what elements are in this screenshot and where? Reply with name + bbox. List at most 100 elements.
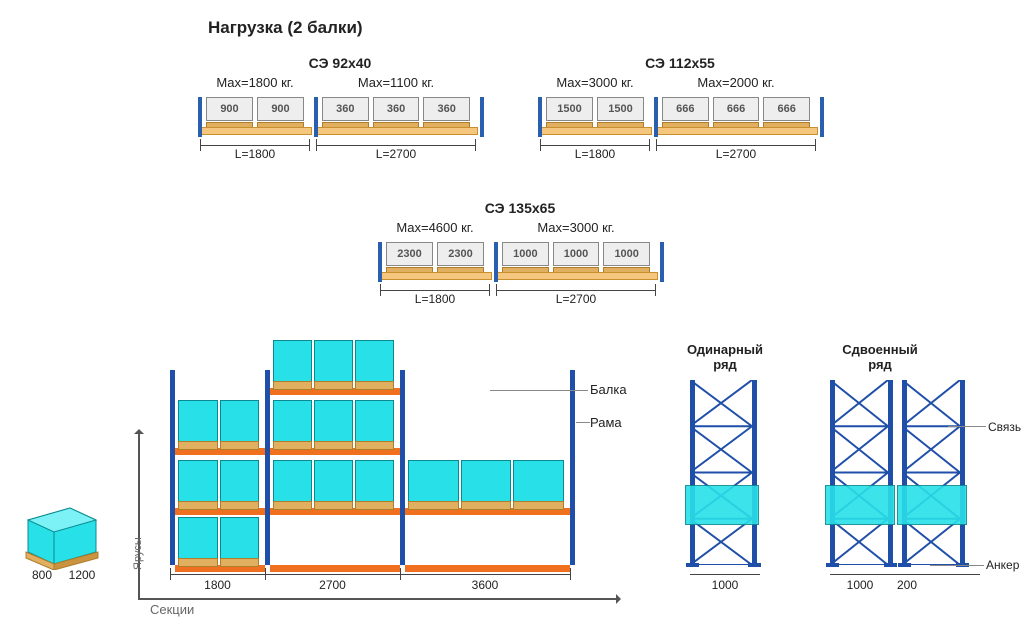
load-box-wrap: 1000 [502, 242, 549, 275]
shelf-beam [380, 272, 492, 280]
cargo-box [273, 460, 312, 502]
side-cargo [685, 485, 759, 525]
double-dim2: 200 [892, 578, 922, 592]
box-row: 100010001000 [502, 242, 650, 275]
shelf-beam [316, 127, 478, 135]
anchor-label: Анкер [986, 558, 1019, 572]
box-row: 360360360 [322, 97, 470, 130]
upright-post [494, 242, 498, 282]
cargo-box [314, 460, 353, 502]
cargo-box [355, 340, 394, 382]
length-label: L=2700 [656, 147, 816, 161]
side-cargo [825, 485, 895, 525]
cargo-pallet [273, 381, 312, 390]
box-row: 15001500 [546, 97, 644, 130]
cargo-box [355, 460, 394, 502]
anchor-foot [826, 563, 839, 567]
cargo-pallet [408, 501, 459, 510]
span-tick [570, 568, 571, 580]
span-value: 2700 [265, 578, 400, 592]
max-label: Max=3000 кг. [540, 75, 650, 90]
upright-post [378, 242, 382, 282]
side-view-double [830, 380, 980, 570]
load-box-wrap: 360 [373, 97, 420, 130]
cargo-box [314, 400, 353, 442]
load-box: 666 [763, 97, 810, 121]
cargo-pallet [220, 558, 260, 567]
load-box-wrap: 360 [322, 97, 369, 130]
main-title: Нагрузка (2 балки) [208, 18, 363, 38]
rack-upright [570, 370, 575, 565]
shelf-beam [496, 272, 658, 280]
load-box: 1500 [546, 97, 593, 121]
load-box-wrap: 2300 [386, 242, 433, 275]
set-title: СЭ 112х55 [540, 55, 820, 71]
single-dimline [690, 574, 760, 575]
upright-post [538, 97, 542, 137]
load-box: 2300 [437, 242, 484, 266]
upright-post [820, 97, 824, 137]
load-box: 2300 [386, 242, 433, 266]
dim-line [540, 145, 650, 146]
bracing-svg [830, 380, 894, 565]
cargo-pallet [461, 501, 512, 510]
cargo-box [513, 460, 564, 502]
load-box-wrap: 1000 [603, 242, 650, 275]
shelf-beam [540, 127, 652, 135]
load-box-wrap: 666 [763, 97, 810, 130]
cargo-pallet [273, 441, 312, 450]
anchor-foot [898, 563, 911, 567]
upright-post [314, 97, 318, 137]
dim-line [200, 145, 310, 146]
span-value: 1800 [170, 578, 265, 592]
double-dim1: 1000 [830, 578, 890, 592]
rack-upright [400, 370, 405, 565]
shelf-beam [200, 127, 312, 135]
load-box: 360 [322, 97, 369, 121]
load-set-s92: СЭ 92х40Max=1800 кг.900900L=1800Max=1100… [200, 55, 480, 175]
side-view-single [690, 380, 760, 570]
anchor-leader [930, 565, 984, 566]
y-axis [138, 430, 140, 600]
box-row: 666666666 [662, 97, 810, 130]
span-dimline [400, 574, 570, 575]
length-label: L=2700 [316, 147, 476, 161]
upright-post [660, 242, 664, 282]
anchor-foot [884, 563, 897, 567]
cargo-box [178, 460, 218, 502]
single-row-title: Одинарный ряд [680, 342, 770, 372]
max-label: Max=1100 кг. [316, 75, 476, 90]
span-value: 3600 [400, 578, 570, 592]
load-box-wrap: 666 [662, 97, 709, 130]
beam-leader [490, 390, 588, 391]
cargo-box [355, 400, 394, 442]
cargo-pallet [355, 441, 394, 450]
cargo-box [314, 340, 353, 382]
cargo-pallet [355, 501, 394, 510]
load-box: 1000 [603, 242, 650, 266]
cargo-pallet [178, 441, 218, 450]
cargo-box [220, 400, 260, 442]
load-box: 900 [206, 97, 253, 121]
cargo-pallet [513, 501, 564, 510]
cargo-box [220, 517, 260, 559]
shelf-beam [656, 127, 818, 135]
load-box-wrap: 666 [713, 97, 760, 130]
cargo-pallet [314, 381, 353, 390]
cargo-box [220, 460, 260, 502]
double-dimline [830, 574, 980, 575]
cargo-box [273, 340, 312, 382]
cargo-box [178, 517, 218, 559]
cargo-box [408, 460, 459, 502]
set-title: СЭ 135х65 [380, 200, 660, 216]
cargo-pallet [178, 558, 218, 567]
length-label: L=1800 [200, 147, 310, 161]
iso-dim-w: 800 [22, 568, 62, 582]
dim-line [316, 145, 476, 146]
cargo-pallet [178, 501, 218, 510]
dim-line [380, 290, 490, 291]
upright-post [198, 97, 202, 137]
y-axis-label: Ярусы [132, 537, 144, 570]
cargo-pallet [355, 381, 394, 390]
load-box: 900 [257, 97, 304, 121]
